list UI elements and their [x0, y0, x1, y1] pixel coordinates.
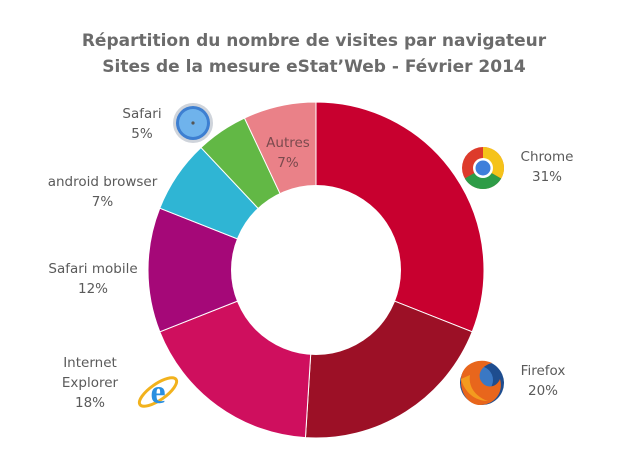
- chrome-icon: [462, 147, 505, 190]
- chart-title: Répartition du nombre de visites par nav…: [81, 31, 547, 51]
- svg-text:e: e: [150, 374, 165, 411]
- slice-label-safari-mobile: Safari mobile 12%: [48, 261, 138, 297]
- slice-label-internet-explorer: Internet Explorer 18%: [61, 355, 119, 411]
- slice-label-autres: Autres 7%: [266, 135, 310, 171]
- firefox-icon: [460, 360, 504, 405]
- donut-hole: [231, 185, 401, 355]
- safari-icon: [173, 103, 213, 143]
- slice-label-android-browser: android browser 7%: [47, 174, 158, 210]
- internet-explorer-icon: e: [137, 374, 179, 411]
- slice-label-chrome: Chrome 31%: [520, 149, 574, 185]
- slice-label-firefox: Firefox 20%: [520, 363, 566, 399]
- chart-subtitle: Sites de la mesure eStat’Web - Février 2…: [102, 57, 526, 77]
- slice-label-safari: Safari 5%: [122, 106, 162, 142]
